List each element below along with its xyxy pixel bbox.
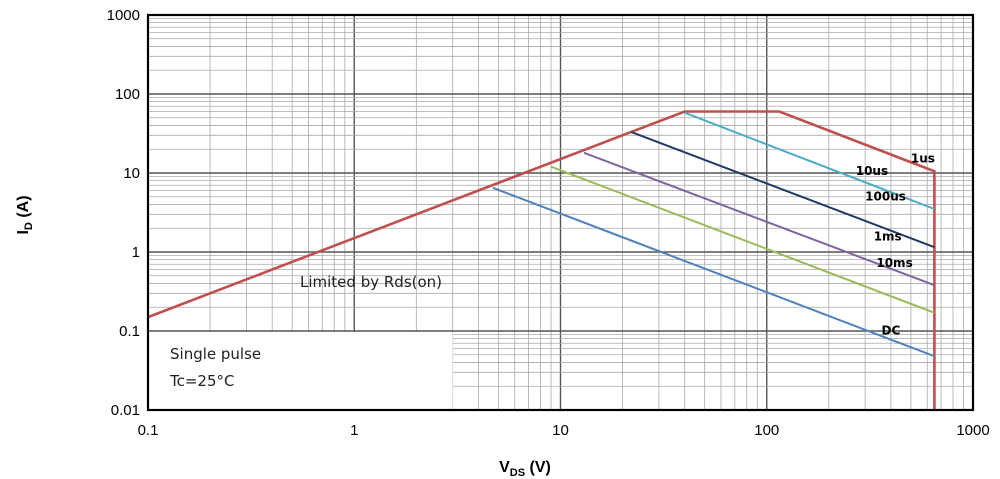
curve-label-1ms: 1ms bbox=[874, 229, 902, 243]
x-tick-label: 100 bbox=[754, 422, 779, 439]
y-tick-label: 0.01 bbox=[111, 402, 140, 419]
curve-labels: 1us 10us 100us 1ms 10ms DC bbox=[856, 152, 935, 338]
series-line-10ms bbox=[550, 165, 935, 314]
x-tick-label: 10 bbox=[552, 422, 569, 439]
y-tick-label: 10 bbox=[123, 165, 140, 182]
single-pulse-label: Single pulse bbox=[170, 345, 261, 363]
x-axis-title: VDS (V) bbox=[499, 459, 551, 479]
x-tick-label: 1000 bbox=[956, 422, 989, 439]
curve-label-10us: 10us bbox=[856, 164, 888, 178]
y-tick-label: 100 bbox=[115, 86, 140, 103]
limited-by-rds-annotation: Limited by Rds(on) bbox=[300, 273, 442, 291]
series-line-10us bbox=[684, 111, 935, 210]
plot-frame bbox=[146, 13, 975, 412]
series-layer bbox=[147, 110, 936, 410]
temperature-label: Tc=25°C bbox=[169, 372, 235, 390]
curve-label-10ms: 10ms bbox=[876, 256, 912, 270]
series-line-1us bbox=[778, 110, 935, 173]
x-tick-label: 1 bbox=[350, 422, 358, 439]
x-tick-label: 0.1 bbox=[138, 422, 159, 439]
curve-label-1us: 1us bbox=[911, 152, 935, 166]
series-line-1ms bbox=[583, 151, 935, 287]
curve-label-100us: 100us bbox=[865, 189, 906, 203]
curve-label-DC: DC bbox=[881, 324, 900, 338]
y-tick-label: 1 bbox=[132, 244, 140, 261]
series-line-100us bbox=[630, 131, 935, 249]
y-axis-title: ID (A) bbox=[15, 195, 35, 234]
grid bbox=[148, 15, 973, 410]
tick-labels: 0.1 1 10 100 1000 0.01 0.1 1 10 100 1000 bbox=[107, 7, 990, 439]
series-line-DC bbox=[492, 186, 935, 358]
y-tick-label: 0.1 bbox=[119, 323, 140, 340]
conditions-box bbox=[149, 332, 453, 410]
conditions-box-layer: Single pulse Tc=25°C bbox=[149, 332, 453, 410]
y-tick-label: 1000 bbox=[107, 7, 140, 24]
plot-border bbox=[146, 13, 975, 412]
